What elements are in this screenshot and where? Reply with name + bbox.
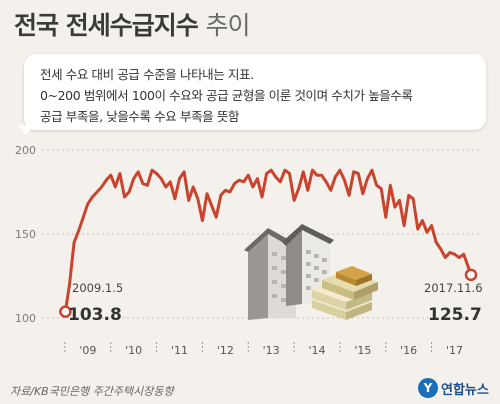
end-value-label: 125.7 (428, 305, 482, 325)
x-tick-label: '17 (446, 344, 463, 357)
end-date-label: 2017.11.6 (424, 281, 483, 295)
x-tick-label: '09 (79, 344, 96, 357)
brand-logo: Y 연합뉴스 (418, 376, 496, 400)
x-tick-label: '11 (171, 344, 188, 357)
x-axis-ticks: '09 '10 '11 '12 '13 '14 '15 '16 '17 (64, 342, 463, 357)
y-tick-label: 100 (15, 312, 36, 325)
title-light: 추이 (205, 11, 250, 40)
description-line-3: 공급 부족을, 낮을수록 수요 부족을 뜻함 (40, 109, 240, 124)
y-tick-label: 150 (15, 228, 36, 241)
x-tick-label: '12 (217, 344, 234, 357)
money-stack-illustration (312, 266, 378, 320)
x-tick-label: '10 (125, 344, 142, 357)
description-box: 전세 수요 대비 공급 수준을 나타내는 지표. 0~200 범위에서 100이… (24, 54, 486, 130)
series-line (63, 168, 473, 314)
y-tick-label: 200 (15, 144, 36, 157)
brand-name: 연합뉴스 (441, 383, 489, 398)
description-line-1: 전세 수요 대비 공급 수준을 나타내는 지표. (40, 67, 254, 82)
description-line-2: 0~200 범위에서 100이 수요와 공급 균형을 이룬 것이며 수치가 높을… (40, 88, 413, 103)
title-bold: 전국 전세수급지수 (14, 11, 199, 40)
x-tick-label: '13 (263, 344, 280, 357)
y-logo-icon: Y (418, 378, 438, 398)
start-point (59, 305, 72, 318)
x-tick-label: '16 (400, 344, 417, 357)
chart-title: 전국 전세수급지수 추이 (14, 6, 250, 42)
y-axis-ticks: 100 150 200 (15, 144, 36, 325)
apartment-illustration (244, 224, 334, 320)
x-tick-label: '14 (308, 344, 325, 357)
end-point (464, 268, 478, 282)
start-date-label: 2009.1.5 (72, 281, 123, 295)
x-tick-label: '15 (354, 344, 371, 357)
start-value-label: 103.8 (68, 305, 122, 325)
source-label: 자료/KB국민은행 주간주택시장동향 (10, 385, 174, 398)
description-box-tail (18, 125, 34, 135)
